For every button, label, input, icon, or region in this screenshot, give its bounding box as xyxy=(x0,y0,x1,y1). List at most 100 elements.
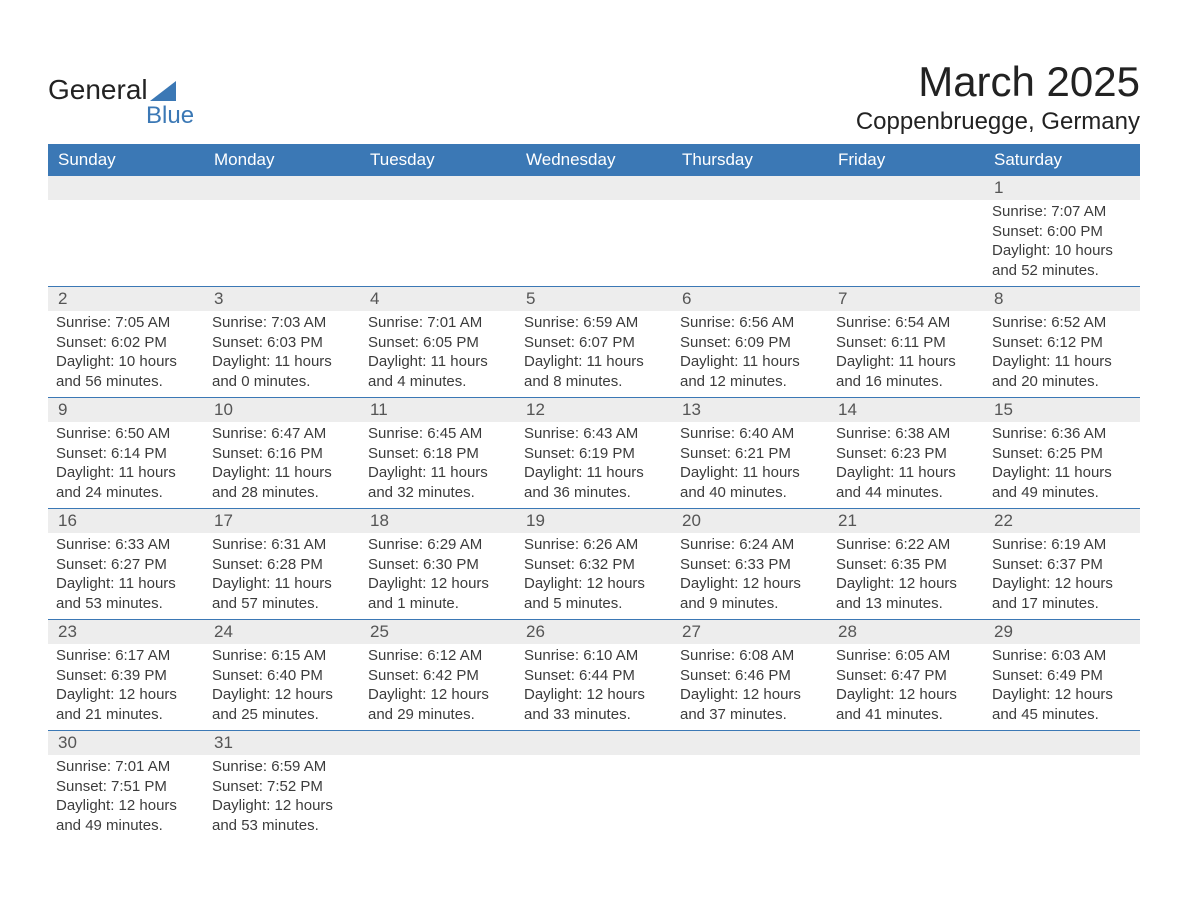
sunrise: Sunrise: 6:24 AM xyxy=(680,535,820,555)
sunrise: Sunrise: 7:05 AM xyxy=(56,313,196,333)
weekday: Friday xyxy=(828,144,984,176)
sunrise: Sunrise: 6:59 AM xyxy=(212,757,352,777)
day-details-row: Sunrise: 7:07 AMSunset: 6:00 PMDaylight:… xyxy=(48,200,1140,286)
sunset: Sunset: 6:14 PM xyxy=(56,444,196,464)
sunset: Sunset: 6:07 PM xyxy=(524,333,664,353)
day-number xyxy=(360,176,516,200)
sunset: Sunset: 6:33 PM xyxy=(680,555,820,575)
day-cell: Sunrise: 6:56 AMSunset: 6:09 PMDaylight:… xyxy=(672,311,828,397)
day-number: 12 xyxy=(516,398,672,422)
day-number: 13 xyxy=(672,398,828,422)
day-number: 24 xyxy=(204,620,360,644)
day-number: 20 xyxy=(672,509,828,533)
location: Coppenbruegge, Germany xyxy=(856,108,1140,136)
day-cell: Sunrise: 7:01 AMSunset: 6:05 PMDaylight:… xyxy=(360,311,516,397)
day-number-row: 16171819202122 xyxy=(48,508,1140,533)
sunset: Sunset: 6:05 PM xyxy=(368,333,508,353)
day-number: 30 xyxy=(48,731,204,755)
day-cell: Sunrise: 6:45 AMSunset: 6:18 PMDaylight:… xyxy=(360,422,516,508)
day-cell: Sunrise: 7:07 AMSunset: 6:00 PMDaylight:… xyxy=(984,200,1140,286)
sunrise: Sunrise: 6:52 AM xyxy=(992,313,1132,333)
sunrise: Sunrise: 6:15 AM xyxy=(212,646,352,666)
header: General Blue March 2025 Coppenbruegge, G… xyxy=(48,40,1140,136)
day-number-row: 1 xyxy=(48,176,1140,200)
sunrise: Sunrise: 7:03 AM xyxy=(212,313,352,333)
sunset: Sunset: 6:30 PM xyxy=(368,555,508,575)
sunset: Sunset: 7:52 PM xyxy=(212,777,352,797)
day-number-row: 9101112131415 xyxy=(48,397,1140,422)
day-cell: Sunrise: 6:17 AMSunset: 6:39 PMDaylight:… xyxy=(48,644,204,730)
day-cell: Sunrise: 6:26 AMSunset: 6:32 PMDaylight:… xyxy=(516,533,672,619)
day-number: 18 xyxy=(360,509,516,533)
day-cell: Sunrise: 6:50 AMSunset: 6:14 PMDaylight:… xyxy=(48,422,204,508)
day-cell: Sunrise: 6:05 AMSunset: 6:47 PMDaylight:… xyxy=(828,644,984,730)
sunrise: Sunrise: 7:01 AM xyxy=(56,757,196,777)
calendar: Sunday Monday Tuesday Wednesday Thursday… xyxy=(48,144,1140,841)
day-details-row: Sunrise: 6:17 AMSunset: 6:39 PMDaylight:… xyxy=(48,644,1140,730)
day-cell: Sunrise: 6:31 AMSunset: 6:28 PMDaylight:… xyxy=(204,533,360,619)
day-cell: Sunrise: 6:59 AMSunset: 7:52 PMDaylight:… xyxy=(204,755,360,841)
day-cell xyxy=(48,200,204,286)
sunset: Sunset: 6:44 PM xyxy=(524,666,664,686)
day-cell: Sunrise: 6:10 AMSunset: 6:44 PMDaylight:… xyxy=(516,644,672,730)
logo-word-general: General xyxy=(48,76,148,104)
day-number: 3 xyxy=(204,287,360,311)
day-cell xyxy=(516,200,672,286)
daylight: Daylight: 11 hours and 20 minutes. xyxy=(992,352,1132,391)
sunset: Sunset: 6:11 PM xyxy=(836,333,976,353)
daylight: Daylight: 11 hours and 0 minutes. xyxy=(212,352,352,391)
month-title: March 2025 xyxy=(856,58,1140,106)
sunset: Sunset: 6:25 PM xyxy=(992,444,1132,464)
daylight: Daylight: 11 hours and 57 minutes. xyxy=(212,574,352,613)
day-number xyxy=(672,176,828,200)
day-cell: Sunrise: 6:54 AMSunset: 6:11 PMDaylight:… xyxy=(828,311,984,397)
day-cell: Sunrise: 6:08 AMSunset: 6:46 PMDaylight:… xyxy=(672,644,828,730)
daylight: Daylight: 12 hours and 17 minutes. xyxy=(992,574,1132,613)
daylight: Daylight: 12 hours and 41 minutes. xyxy=(836,685,976,724)
weekday-header: Sunday Monday Tuesday Wednesday Thursday… xyxy=(48,144,1140,176)
day-cell: Sunrise: 6:29 AMSunset: 6:30 PMDaylight:… xyxy=(360,533,516,619)
sunset: Sunset: 6:47 PM xyxy=(836,666,976,686)
day-cell xyxy=(672,755,828,841)
daylight: Daylight: 11 hours and 32 minutes. xyxy=(368,463,508,502)
day-number xyxy=(516,731,672,755)
weekday: Thursday xyxy=(672,144,828,176)
daylight: Daylight: 11 hours and 8 minutes. xyxy=(524,352,664,391)
sunrise: Sunrise: 6:12 AM xyxy=(368,646,508,666)
sunrise: Sunrise: 7:07 AM xyxy=(992,202,1132,222)
day-cell: Sunrise: 6:15 AMSunset: 6:40 PMDaylight:… xyxy=(204,644,360,730)
day-cell: Sunrise: 6:59 AMSunset: 6:07 PMDaylight:… xyxy=(516,311,672,397)
daylight: Daylight: 12 hours and 5 minutes. xyxy=(524,574,664,613)
day-cell: Sunrise: 6:43 AMSunset: 6:19 PMDaylight:… xyxy=(516,422,672,508)
sunset: Sunset: 6:49 PM xyxy=(992,666,1132,686)
sunset: Sunset: 6:42 PM xyxy=(368,666,508,686)
day-number: 1 xyxy=(984,176,1140,200)
sunrise: Sunrise: 7:01 AM xyxy=(368,313,508,333)
sunset: Sunset: 6:02 PM xyxy=(56,333,196,353)
day-number-row: 2345678 xyxy=(48,286,1140,311)
day-number: 11 xyxy=(360,398,516,422)
day-details-row: Sunrise: 7:05 AMSunset: 6:02 PM Daylight:… xyxy=(48,311,1140,397)
day-cell: Sunrise: 7:05 AMSunset: 6:02 PMDaylight:… xyxy=(48,311,204,397)
weekday: Monday xyxy=(204,144,360,176)
daylight: Daylight: 12 hours and 1 minute. xyxy=(368,574,508,613)
daylight: Daylight: 12 hours and 37 minutes. xyxy=(680,685,820,724)
day-cell: Sunrise: 7:01 AMSunset: 7:51 PMDaylight:… xyxy=(48,755,204,841)
day-number: 25 xyxy=(360,620,516,644)
sunrise: Sunrise: 6:10 AM xyxy=(524,646,664,666)
day-number xyxy=(672,731,828,755)
sunset: Sunset: 6:12 PM xyxy=(992,333,1132,353)
sunrise: Sunrise: 6:47 AM xyxy=(212,424,352,444)
sunset: Sunset: 6:27 PM xyxy=(56,555,196,575)
day-cell: Sunrise: 6:36 AMSunset: 6:25 PMDaylight:… xyxy=(984,422,1140,508)
sunrise: Sunrise: 6:45 AM xyxy=(368,424,508,444)
daylight: Daylight: 12 hours and 45 minutes. xyxy=(992,685,1132,724)
day-number: 16 xyxy=(48,509,204,533)
sunset: Sunset: 6:00 PM xyxy=(992,222,1132,242)
daylight: Daylight: 11 hours and 40 minutes. xyxy=(680,463,820,502)
day-number: 14 xyxy=(828,398,984,422)
day-cell: Sunrise: 6:47 AMSunset: 6:16 PMDaylight:… xyxy=(204,422,360,508)
sunrise: Sunrise: 6:29 AM xyxy=(368,535,508,555)
day-number: 21 xyxy=(828,509,984,533)
sunset: Sunset: 6:40 PM xyxy=(212,666,352,686)
